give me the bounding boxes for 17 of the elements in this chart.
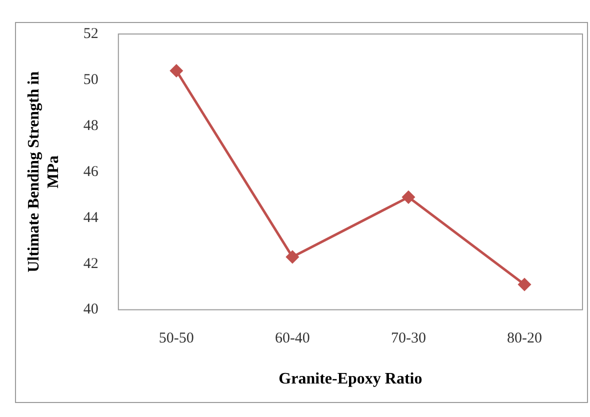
- point: [170, 64, 183, 78]
- x-tick-label: 60-40: [274, 330, 310, 347]
- x-tick-label: 50-50: [158, 330, 194, 347]
- x-tick-label: 80-20: [506, 330, 542, 347]
- point: [402, 190, 415, 204]
- y-tick-label: 42: [83, 256, 98, 272]
- y-tick-label: 44: [83, 210, 99, 226]
- y-tick-label: 48: [83, 118, 98, 134]
- y-tick-label: 52: [83, 26, 98, 42]
- y-tick-label: 50: [83, 72, 98, 88]
- x-axis-title: Granite-Epoxy Ratio: [278, 370, 422, 388]
- y-tick-label: 46: [83, 164, 99, 180]
- y-axis-title: Ultimate Bending Strength in MPa: [26, 71, 62, 272]
- point: [286, 250, 299, 264]
- x-tick-label: 70-30: [390, 330, 426, 347]
- y-tick-label: 40: [83, 302, 98, 318]
- point: [518, 278, 531, 291]
